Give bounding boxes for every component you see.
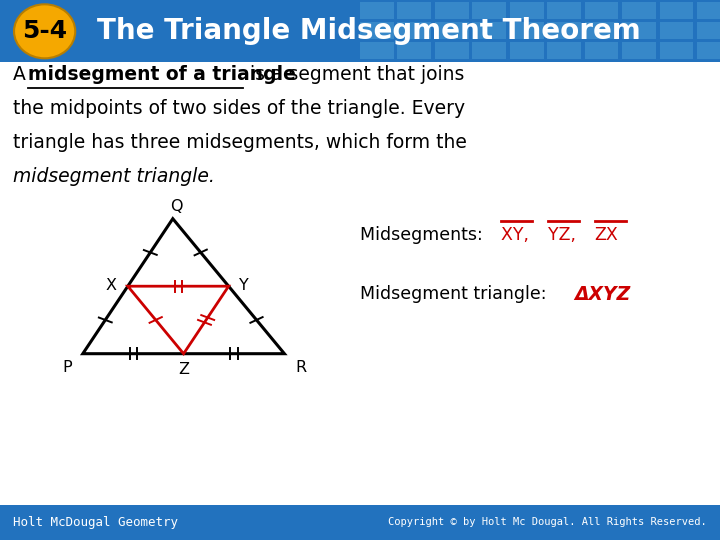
FancyBboxPatch shape [435, 22, 469, 39]
FancyBboxPatch shape [510, 2, 544, 19]
FancyBboxPatch shape [360, 2, 394, 19]
FancyBboxPatch shape [585, 22, 618, 39]
Text: Z: Z [178, 362, 189, 377]
Text: R: R [295, 360, 306, 375]
Text: Midsegment triangle:: Midsegment triangle: [360, 285, 552, 303]
Text: ΔXYZ: ΔXYZ [575, 285, 631, 304]
FancyBboxPatch shape [697, 2, 720, 19]
Text: triangle has three midsegments, which form the: triangle has three midsegments, which fo… [13, 133, 467, 152]
Text: X: X [105, 278, 116, 293]
FancyBboxPatch shape [585, 42, 618, 59]
FancyBboxPatch shape [472, 2, 506, 19]
FancyBboxPatch shape [397, 2, 431, 19]
Text: YZ,: YZ, [548, 226, 580, 244]
Text: Holt McDougal Geometry: Holt McDougal Geometry [13, 516, 178, 529]
FancyBboxPatch shape [510, 22, 544, 39]
FancyBboxPatch shape [622, 42, 656, 59]
Text: A: A [13, 65, 32, 84]
Text: Y: Y [239, 278, 248, 293]
FancyBboxPatch shape [622, 2, 656, 19]
Text: Q: Q [170, 199, 183, 214]
Text: midsegment of a triangle: midsegment of a triangle [28, 65, 296, 84]
FancyBboxPatch shape [547, 42, 581, 59]
FancyBboxPatch shape [697, 22, 720, 39]
FancyBboxPatch shape [697, 42, 720, 59]
FancyBboxPatch shape [660, 42, 693, 59]
FancyBboxPatch shape [397, 42, 431, 59]
FancyBboxPatch shape [472, 22, 506, 39]
Text: ZX: ZX [595, 226, 618, 244]
Text: midsegment triangle.: midsegment triangle. [13, 167, 215, 186]
Text: 5-4: 5-4 [22, 19, 67, 43]
FancyBboxPatch shape [360, 42, 394, 59]
Text: is a segment that joins: is a segment that joins [244, 65, 464, 84]
Text: Midsegments:: Midsegments: [360, 226, 488, 244]
FancyBboxPatch shape [585, 2, 618, 19]
Text: the midpoints of two sides of the triangle. Every: the midpoints of two sides of the triang… [13, 99, 465, 118]
FancyBboxPatch shape [510, 42, 544, 59]
FancyBboxPatch shape [435, 42, 469, 59]
FancyBboxPatch shape [622, 22, 656, 39]
FancyBboxPatch shape [547, 22, 581, 39]
FancyBboxPatch shape [435, 2, 469, 19]
FancyBboxPatch shape [472, 42, 506, 59]
FancyBboxPatch shape [397, 22, 431, 39]
Ellipse shape [14, 4, 76, 58]
FancyBboxPatch shape [0, 505, 720, 540]
FancyBboxPatch shape [660, 22, 693, 39]
FancyBboxPatch shape [660, 2, 693, 19]
FancyBboxPatch shape [360, 22, 394, 39]
Text: XY,: XY, [501, 226, 533, 244]
Text: The Triangle Midsegment Theorem: The Triangle Midsegment Theorem [97, 17, 641, 45]
FancyBboxPatch shape [0, 0, 720, 62]
Text: P: P [63, 360, 72, 375]
FancyBboxPatch shape [547, 2, 581, 19]
Text: Copyright © by Holt Mc Dougal. All Rights Reserved.: Copyright © by Holt Mc Dougal. All Right… [388, 517, 707, 528]
